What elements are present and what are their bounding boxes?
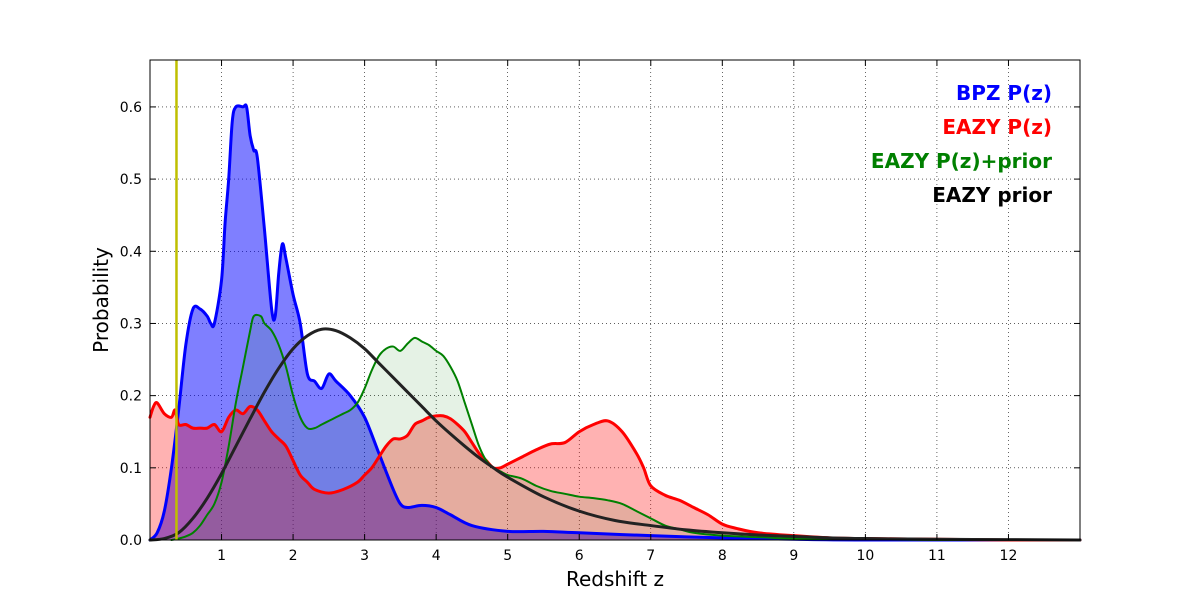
y-tick-label: 0.1 <box>120 461 142 477</box>
y-tick-label: 0.6 <box>120 100 142 116</box>
series-line-1 <box>148 401 1082 542</box>
legend: BPZ P(z) EAZY P(z) EAZY P(z)+prior EAZY pri… <box>871 81 1052 207</box>
x-tick-label: 8 <box>718 548 727 564</box>
series-line-0 <box>148 103 1082 542</box>
x-tick-labels: 1 2 3 4 5 6 7 8 9 10 11 12 <box>217 548 1017 564</box>
y-tick-label: 0.2 <box>120 389 142 405</box>
series-area-0 <box>150 104 1080 540</box>
series-area-2 <box>171 314 1080 540</box>
y-tick-label: 0.3 <box>120 316 142 332</box>
x-tick-label: 1 <box>217 548 226 564</box>
x-tick-label: 12 <box>1000 548 1018 564</box>
y-axis-label: Probability <box>89 247 113 353</box>
x-tick-label: 11 <box>928 548 946 564</box>
x-tick-label: 5 <box>503 548 512 564</box>
y-tick-label: 0.5 <box>120 172 142 188</box>
series-area-1 <box>150 402 1080 540</box>
x-tick-label: 10 <box>856 548 874 564</box>
series-line-2 <box>170 313 1081 542</box>
y-tick-label: 0.4 <box>120 244 142 260</box>
grid-lines <box>150 60 1080 540</box>
series-line-3 <box>148 327 1082 542</box>
series-lines <box>148 103 1082 542</box>
x-axis-label: Redshift z <box>566 567 664 591</box>
legend-entry-1: EAZY P(z) <box>942 115 1052 139</box>
axis-ticks <box>150 60 1080 541</box>
legend-entry-2: EAZY P(z)+prior <box>871 149 1052 173</box>
legend-entry-0: BPZ P(z) <box>956 81 1052 105</box>
legend-entry-3: EAZY prior <box>932 183 1052 207</box>
x-tick-label: 2 <box>289 548 298 564</box>
plot-frame <box>149 59 1081 541</box>
y-tick-labels: 0.0 0.1 0.2 0.3 0.4 0.5 0.6 <box>120 100 142 549</box>
x-tick-label: 3 <box>360 548 369 564</box>
x-tick-label: 7 <box>646 548 655 564</box>
x-tick-label: 6 <box>575 548 584 564</box>
series-areas <box>150 104 1080 540</box>
x-tick-label: 9 <box>789 548 798 564</box>
y-tick-label: 0.0 <box>120 533 142 549</box>
x-tick-label: 4 <box>432 548 441 564</box>
